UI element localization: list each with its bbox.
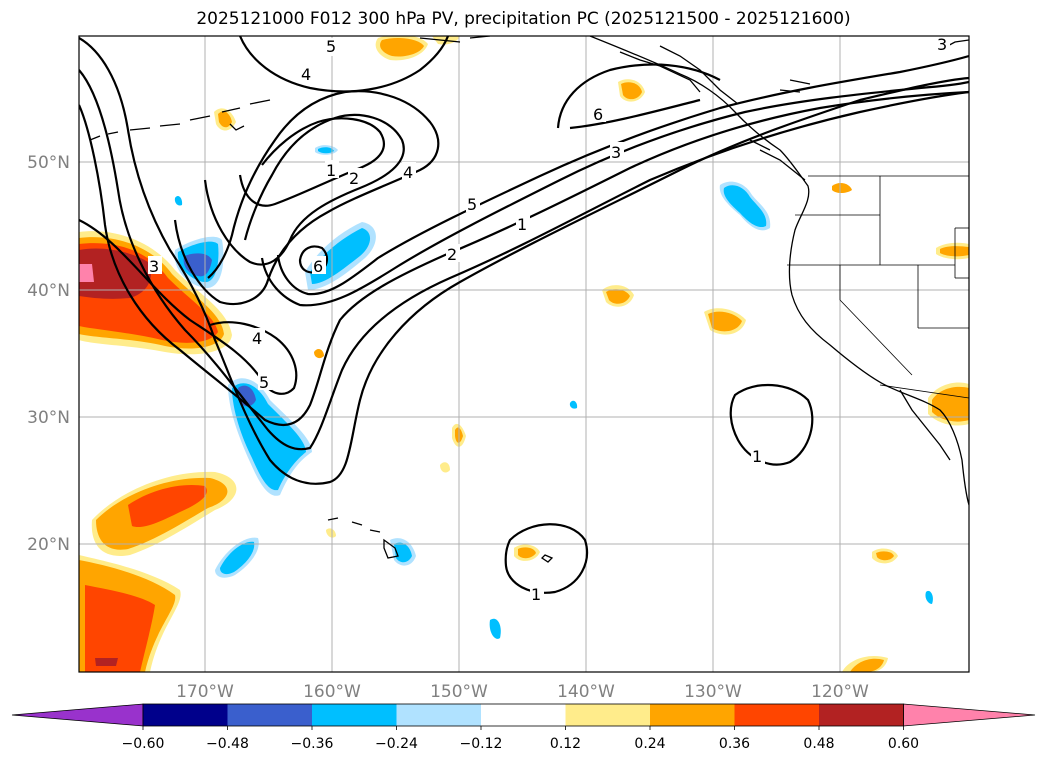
lon-label: 130°W <box>684 682 742 702</box>
colorbar: −0.60 −0.48 −0.36 −0.24 −0.12 0.12 0.24 0.36 0.4… <box>11 703 1036 752</box>
lon-label: 150°W <box>430 682 488 702</box>
contour-label: 2 <box>447 245 457 264</box>
colorbar-segment <box>396 704 481 726</box>
precip-positive-southwest <box>79 471 237 672</box>
contour-labels: 5 4 6 3 1 2 4 6 5 2 1 3 3 4 <box>148 35 950 604</box>
lon-label: 170°W <box>176 682 234 702</box>
lon-label: 140°W <box>557 682 615 702</box>
colorbar-segment <box>227 704 312 726</box>
colorbar-tick-label: 0.12 <box>550 736 581 752</box>
contour-label: 1 <box>517 215 527 234</box>
colorbar-tick-label: 0.60 <box>888 736 919 752</box>
precip-positive-scattered <box>214 36 969 672</box>
lat-label: 20°N <box>27 535 70 555</box>
contour-label: 6 <box>313 257 323 276</box>
lon-label: 120°W <box>811 682 869 702</box>
map-frame <box>78 35 970 673</box>
colorbar-segment <box>819 704 904 726</box>
latitude-labels: 50°N 40°N 30°N 20°N <box>27 153 70 555</box>
contour-label: 4 <box>252 329 262 348</box>
map-panel: 5 4 6 3 1 2 4 6 5 2 1 3 3 4 <box>79 35 969 672</box>
contour-label: 3 <box>611 143 621 162</box>
contour-label: 5 <box>326 37 336 56</box>
contour-label: 4 <box>403 163 413 182</box>
lat-label: 30°N <box>27 408 70 428</box>
colorbar-tick-label: 0.24 <box>634 736 665 752</box>
gridlines <box>79 36 969 672</box>
contour-label: 1 <box>531 585 541 604</box>
contour-label: 5 <box>467 195 477 214</box>
colorbar-extend-low <box>11 703 144 727</box>
colorbar-tick-label: −0.24 <box>375 736 418 752</box>
contour-label: 3 <box>149 257 159 276</box>
precip-positive-west <box>79 231 232 355</box>
colorbar-tick-label: 0.36 <box>719 736 750 752</box>
lat-label: 40°N <box>27 281 70 301</box>
state-borders <box>787 175 969 399</box>
colorbar-tick-label: −0.12 <box>460 736 503 752</box>
contour-label: 3 <box>937 35 947 54</box>
colorbar-tick-label: −0.60 <box>122 736 165 752</box>
longitude-labels: 170°W 160°W 150°W 140°W 130°W 120°W <box>176 682 869 702</box>
colorbar-segment <box>734 704 819 726</box>
colorbar-segment <box>565 704 650 726</box>
contour-label: 4 <box>301 65 311 84</box>
lat-label: 50°N <box>27 153 70 173</box>
contour-label: 1 <box>752 447 762 466</box>
colorbar-segment <box>650 704 735 726</box>
colorbar-tick-label: −0.48 <box>206 736 249 752</box>
lon-label: 160°W <box>303 682 361 702</box>
coastlines <box>89 36 969 563</box>
colorbar-segment <box>312 704 397 726</box>
colorbar-segment <box>481 704 566 726</box>
contour-label: 2 <box>349 169 359 188</box>
colorbar-segment <box>143 704 228 726</box>
colorbar-extend-high <box>903 703 1036 727</box>
colorbar-frame <box>142 703 904 727</box>
contour-label: 1 <box>326 161 336 180</box>
contour-label: 5 <box>259 373 269 392</box>
contour-label: 6 <box>593 105 603 124</box>
colorbar-tick-label: 0.48 <box>803 736 834 752</box>
colorbar-tick-label: −0.36 <box>291 736 334 752</box>
map-title: 2025121000 F012 300 hPa PV, precipitatio… <box>196 9 851 29</box>
